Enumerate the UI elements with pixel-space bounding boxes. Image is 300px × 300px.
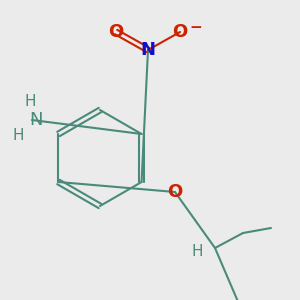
Text: O: O bbox=[167, 183, 183, 201]
Text: N: N bbox=[140, 41, 155, 59]
Text: O: O bbox=[108, 23, 124, 41]
Text: H: H bbox=[191, 244, 203, 260]
Text: O: O bbox=[172, 23, 188, 41]
Text: N: N bbox=[29, 111, 43, 129]
Text: H: H bbox=[12, 128, 24, 143]
Text: H: H bbox=[24, 94, 36, 110]
Text: −: − bbox=[190, 20, 202, 35]
